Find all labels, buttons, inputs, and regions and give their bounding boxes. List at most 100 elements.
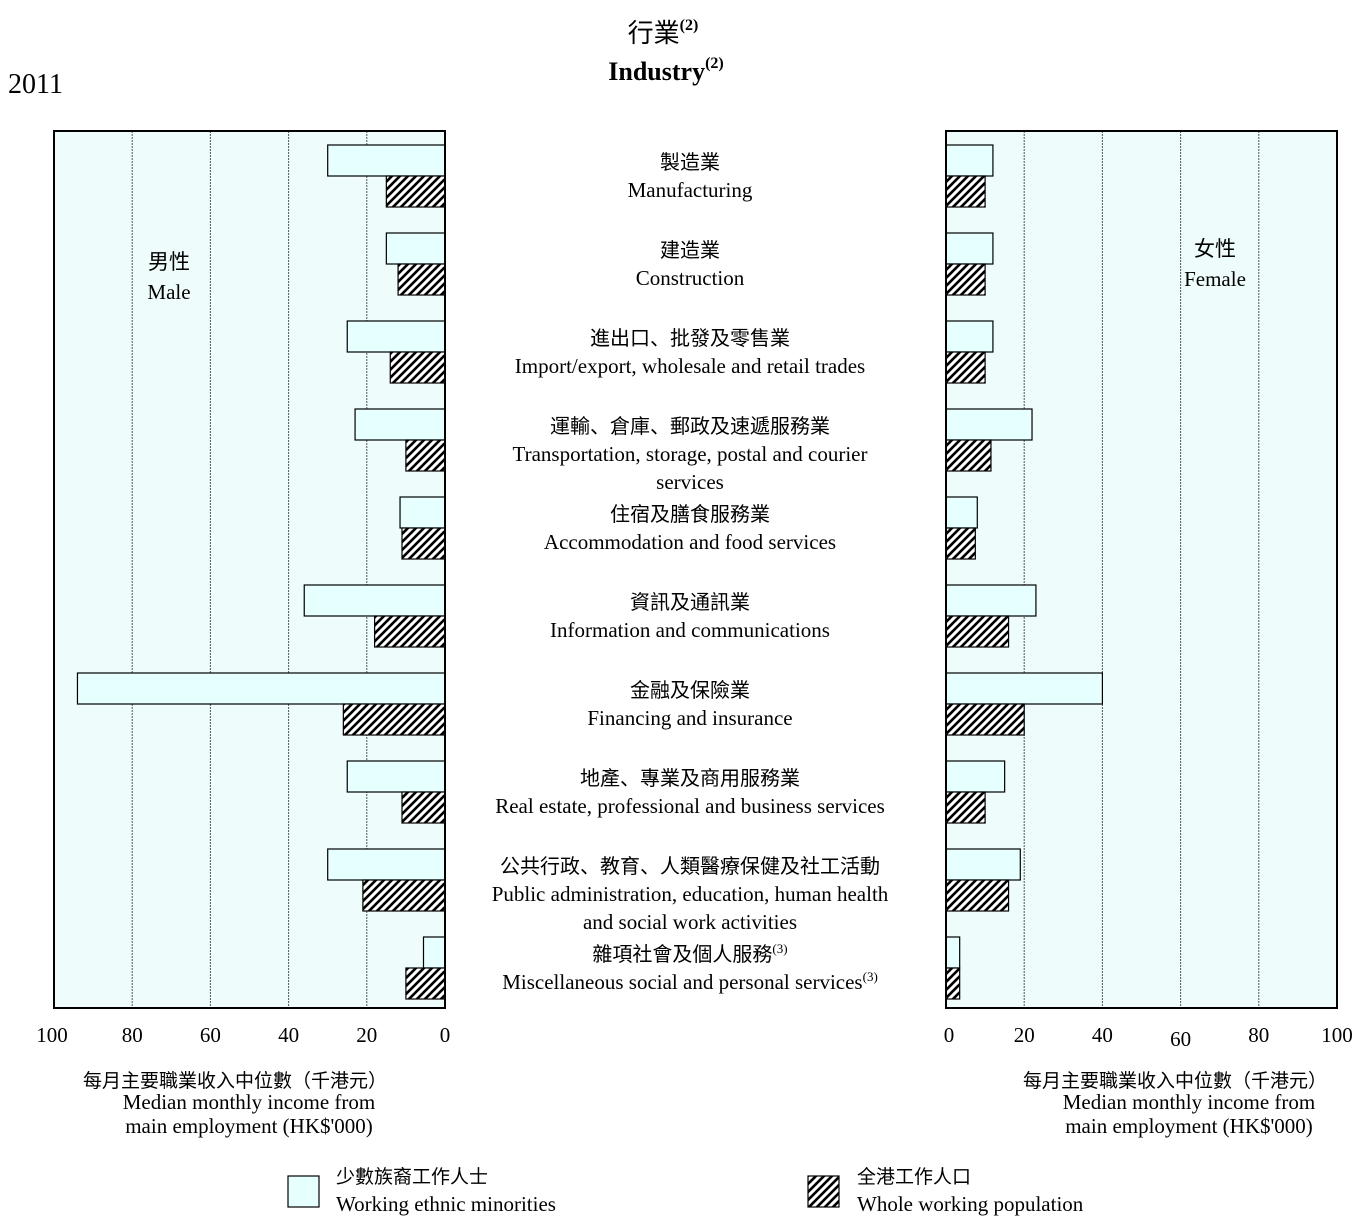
panel-border: [53, 130, 446, 1009]
chart-title-en: Industry(2): [608, 55, 723, 86]
industry-label-en: Real estate, professional and business s…: [495, 794, 885, 818]
female-whole-population-bar: [945, 263, 986, 296]
male-whole-population-bar: [405, 967, 446, 1000]
x-tick-label: 20: [1014, 1023, 1035, 1047]
male-whole-population-bar: [389, 351, 446, 384]
legend-label-zh: 少數族裔工作人士: [336, 1166, 488, 1188]
female-ethnic-minorities-bar: [945, 672, 1103, 705]
industry-label-zh: 公共行政、教育、人類醫療保健及社工活動: [500, 855, 880, 878]
chart-title-zh: 行業(2): [628, 17, 699, 48]
male-whole-population-bar: [385, 175, 446, 208]
legend: 少數族裔工作人士 Working ethnic minorities 全港工作人口 W…: [287, 1166, 1084, 1216]
x-tick-label: 80: [1248, 1023, 1269, 1047]
legend-label-en: Whole working population: [857, 1192, 1084, 1216]
x-tick-label: 100: [1321, 1023, 1353, 1047]
female-whole-population-bar: [945, 967, 961, 1000]
female-ethnic-minorities-bar: [945, 496, 978, 529]
industry-label-en: Public administration, education, human …: [492, 882, 889, 906]
panel-label-zh: 男性: [148, 250, 190, 274]
x-tick-label: 80: [122, 1023, 143, 1047]
male-ethnic-minorities-bar: [422, 936, 446, 969]
industry-label-zh: 雜項社會及個人服務(3): [592, 941, 787, 966]
male-panel: 男性 Male: [53, 130, 446, 1009]
x-axis-labels: 100 80 60 40 20 0 0 20 40 60 80 100 每月主要職業收入中位數（千港元）…: [36, 1023, 1353, 1138]
panel-label-en: Male: [147, 280, 190, 304]
male-ethnic-minorities-bar: [327, 848, 446, 881]
male-whole-population-bar: [405, 439, 446, 472]
panel-label-en: Female: [1184, 267, 1246, 291]
x-tick-label: 60: [200, 1023, 221, 1047]
x-axis-title-en: Median monthly income from: [123, 1090, 376, 1114]
female-panel: 女性 Female: [945, 130, 1338, 1009]
x-axis-title-en: main employment (HK$'000): [1065, 1114, 1313, 1138]
x-tick-label: 60: [1170, 1027, 1191, 1051]
male-whole-population-bar: [397, 263, 446, 296]
industry-label-zh: 製造業: [660, 151, 720, 174]
industry-label-en: Import/export, wholesale and retail trad…: [515, 354, 865, 378]
industry-label-en: services: [656, 470, 724, 494]
female-ethnic-minorities-bar: [945, 848, 1021, 881]
male-ethnic-minorities-bar: [385, 232, 446, 265]
industry-label-en: and social work activities: [583, 910, 797, 934]
female-ethnic-minorities-bar: [945, 232, 994, 265]
x-tick-label: 20: [356, 1023, 377, 1047]
industry-label-zh: 金融及保險業: [630, 679, 750, 702]
x-tick-label: 40: [278, 1023, 299, 1047]
female-whole-population-bar: [945, 439, 992, 472]
female-whole-population-bar: [945, 175, 986, 208]
female-whole-population-bar: [945, 791, 986, 824]
industry-label-zh: 進出口、批發及零售業: [590, 327, 790, 350]
x-tick-label: 40: [1092, 1023, 1113, 1047]
industry-label-zh: 建造業: [660, 239, 720, 262]
x-tick-label: 0: [440, 1023, 451, 1047]
male-whole-population-bar: [342, 703, 446, 736]
legend-swatch-ethnic-minorities: [287, 1175, 320, 1208]
female-whole-population-bar: [945, 703, 1025, 736]
x-axis-title-en: main employment (HK$'000): [125, 1114, 373, 1138]
industry-label-zh: 地產、專業及商用服務業: [580, 767, 800, 790]
industry-label-en: Transportation, storage, postal and cour…: [513, 442, 868, 466]
male-ethnic-minorities-bar: [399, 496, 446, 529]
x-axis-title-zh: 每月主要職業收入中位數（千港元）: [83, 1070, 387, 1092]
female-whole-population-bar: [945, 527, 976, 560]
x-tick-label: 0: [944, 1023, 955, 1047]
panel-border: [945, 130, 1338, 1009]
x-axis-title-en: Median monthly income from: [1063, 1090, 1316, 1114]
x-axis-title-zh: 每月主要職業收入中位數（千港元）: [1023, 1070, 1327, 1092]
x-tick-label: 100: [36, 1023, 68, 1047]
legend-swatch-whole-population: [807, 1175, 840, 1208]
male-whole-population-bar: [374, 615, 446, 648]
industry-label-en: Construction: [636, 266, 745, 290]
male-whole-population-bar: [401, 527, 446, 560]
female-ethnic-minorities-bar: [945, 320, 994, 353]
industry-label-zh: 運輸、倉庫、郵政及速遞服務業: [550, 415, 830, 438]
male-ethnic-minorities-bar: [346, 760, 446, 793]
female-ethnic-minorities-bar: [945, 936, 961, 969]
male-ethnic-minorities-bar: [346, 320, 446, 353]
industry-label-en: Information and communications: [550, 618, 830, 642]
industry-label-zh: 住宿及膳食服務業: [610, 503, 770, 526]
industry-label-en: Manufacturing: [628, 178, 753, 202]
male-ethnic-minorities-bar: [76, 672, 446, 705]
industry-labels: 製造業 Manufacturing 建造業 Construction 進出口、批發及零售…: [492, 151, 889, 994]
female-whole-population-bar: [945, 351, 986, 384]
male-whole-population-bar: [401, 791, 446, 824]
female-whole-population-bar: [945, 615, 1010, 648]
male-ethnic-minorities-bar: [327, 144, 446, 177]
year-label: 2011: [8, 69, 63, 100]
industry-label-en: Accommodation and food services: [544, 530, 836, 554]
female-ethnic-minorities-bar: [945, 584, 1037, 617]
male-ethnic-minorities-bar: [354, 408, 446, 441]
industry-label-zh: 資訊及通訊業: [630, 591, 750, 614]
panel-label-zh: 女性: [1194, 237, 1236, 261]
female-ethnic-minorities-bar: [945, 408, 1033, 441]
male-ethnic-minorities-bar: [303, 584, 446, 617]
legend-label-en: Working ethnic minorities: [336, 1192, 556, 1216]
female-ethnic-minorities-bar: [945, 760, 1006, 793]
female-whole-population-bar: [945, 879, 1010, 912]
legend-label-zh: 全港工作人口: [857, 1166, 971, 1188]
industry-label-en: Miscellaneous social and personal servic…: [502, 969, 878, 994]
industry-label-en: Financing and insurance: [587, 706, 792, 730]
female-ethnic-minorities-bar: [945, 144, 994, 177]
